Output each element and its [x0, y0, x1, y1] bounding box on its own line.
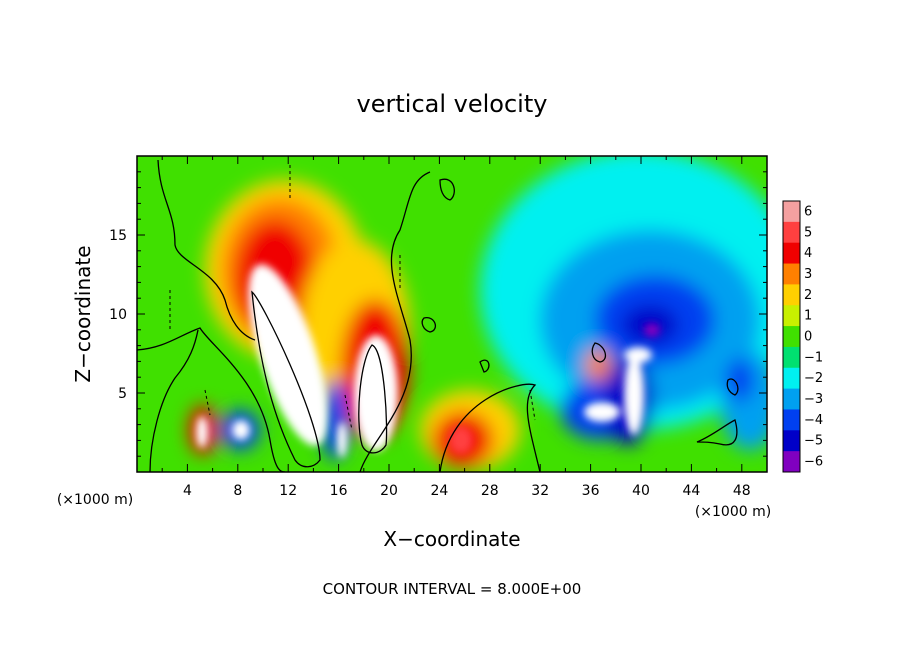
x-tick-label: 16	[330, 483, 348, 499]
colorbar-label: −5	[804, 434, 823, 449]
colorbar-label: 5	[804, 225, 812, 240]
colorbar-label: −2	[804, 371, 823, 386]
x-axis: 4 8 12 16 20 24 28 32 36 40 44 48	[161, 156, 751, 499]
z-unit-label: (×1000 m)	[695, 504, 771, 520]
colorbar-swatch	[783, 326, 800, 348]
contour-interval-note: CONTOUR INTERVAL = 8.000E+00	[323, 580, 582, 598]
y-tick-label: 10	[109, 307, 127, 323]
x-tick-label: 32	[531, 483, 549, 499]
colorbar-label: 6	[804, 204, 812, 219]
x-tick-label: 48	[733, 483, 751, 499]
contour-lines	[137, 159, 739, 472]
colorbar-label: 4	[804, 246, 812, 261]
colorbar-label: −4	[804, 413, 823, 428]
colorbar-label: 2	[804, 288, 812, 303]
colorbar-swatch	[783, 305, 800, 327]
colorbar-label: 0	[804, 330, 812, 345]
chart-title: vertical velocity	[357, 90, 548, 118]
colorbar-swatch	[783, 284, 800, 306]
x-tick-label: 36	[582, 483, 600, 499]
x-axis-label: X−coordinate	[383, 527, 520, 551]
colorbar-swatch	[783, 242, 800, 265]
colorbar-label: 1	[804, 309, 812, 324]
colorbar-label: −1	[804, 350, 823, 365]
colorbar-label: −3	[804, 392, 823, 407]
y-axis: 5 10 15	[109, 171, 767, 457]
colorbar-label: −6	[804, 455, 823, 470]
colorbar-frame	[782, 200, 801, 473]
colorbar-swatch	[783, 409, 800, 431]
colorbar-swatch	[783, 263, 800, 285]
dashed-contours	[169, 165, 536, 431]
colorbar-label: 3	[804, 267, 812, 282]
x-tick-label: 12	[279, 483, 297, 499]
colorbar-swatch	[783, 388, 800, 410]
x-tick-label: 4	[183, 483, 192, 499]
x-unit-label: (×1000 m)	[57, 492, 133, 508]
colorbar-swatch	[783, 430, 800, 452]
colorbar-swatch	[783, 367, 800, 390]
velocity-field	[137, 156, 767, 472]
x-tick-label: 24	[430, 483, 448, 499]
colorbar-swatch	[783, 346, 800, 369]
y-tick-label: 5	[118, 386, 127, 402]
x-tick-label: 20	[380, 483, 398, 499]
x-tick-label: 40	[632, 483, 650, 499]
y-tick-label: 15	[109, 228, 127, 244]
colorbar-swatch	[783, 451, 800, 473]
x-tick-label: 28	[481, 483, 499, 499]
x-tick-label: 8	[233, 483, 242, 499]
colorbar-swatch	[783, 221, 800, 244]
x-tick-label: 44	[682, 483, 700, 499]
y-axis-label: Z−coordinate	[71, 245, 95, 382]
colorbar: 6 5 4 3 2 1 0 −1 −2 −3 −4 −5 −6	[782, 200, 823, 473]
colorbar-swatch	[783, 201, 800, 223]
